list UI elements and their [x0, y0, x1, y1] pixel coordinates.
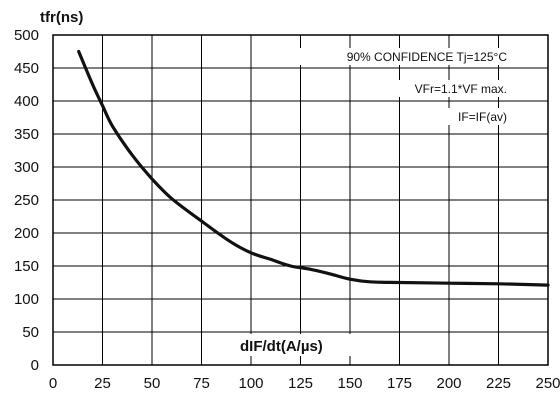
annotation-background-1 — [300, 48, 512, 65]
x-tick-label: 75 — [193, 375, 210, 392]
annotation-background-3 — [438, 108, 510, 125]
y-tick-label: 0 — [31, 357, 39, 374]
x-tick-label: 0 — [49, 375, 57, 392]
x-axis-label: dIF/dt(A/µs) — [240, 338, 323, 355]
annotation-confidence: 90% CONFIDENCE Tj=125°C — [347, 50, 508, 64]
x-tick-label: 200 — [436, 375, 461, 392]
x-tick-label: 125 — [288, 375, 313, 392]
y-tick-label: 300 — [14, 159, 39, 176]
y-tick-label: 250 — [14, 192, 39, 209]
plot-frame — [52, 34, 549, 366]
x-tick-label: 25 — [94, 375, 111, 392]
x-tick-label: 100 — [238, 375, 263, 392]
annotation-background-2 — [385, 80, 510, 97]
y-tick-label: 350 — [14, 126, 39, 143]
x-tick-labels: 0 25 50 75 100 125 150 175 200 225 250 — [49, 375, 560, 392]
x-tick-label: 50 — [144, 375, 161, 392]
series-line — [77, 49, 550, 287]
y-tick-label: 50 — [22, 324, 39, 341]
y-axis-label: tfr(ns) — [40, 9, 83, 26]
y-tick-label: 400 — [14, 93, 39, 110]
x-tick-label: 175 — [387, 375, 412, 392]
y-tick-label: 100 — [14, 291, 39, 308]
y-tick-label: 150 — [14, 258, 39, 275]
y-tick-label: 500 — [14, 27, 39, 44]
grid — [53, 35, 548, 365]
annotation-vfr: VFr=1.1*VF max. — [415, 82, 507, 96]
annotation-if: IF=IF(av) — [458, 110, 507, 124]
x-tick-label: 250 — [535, 375, 560, 392]
x-tick-label: 225 — [486, 375, 511, 392]
y-tick-labels: 0 50 100 150 200 250 300 350 400 450 500 — [14, 27, 39, 374]
y-tick-label: 200 — [14, 225, 39, 242]
y-tick-label: 450 — [14, 60, 39, 77]
x-tick-label: 150 — [337, 375, 362, 392]
x-axis-label-background — [236, 334, 352, 356]
